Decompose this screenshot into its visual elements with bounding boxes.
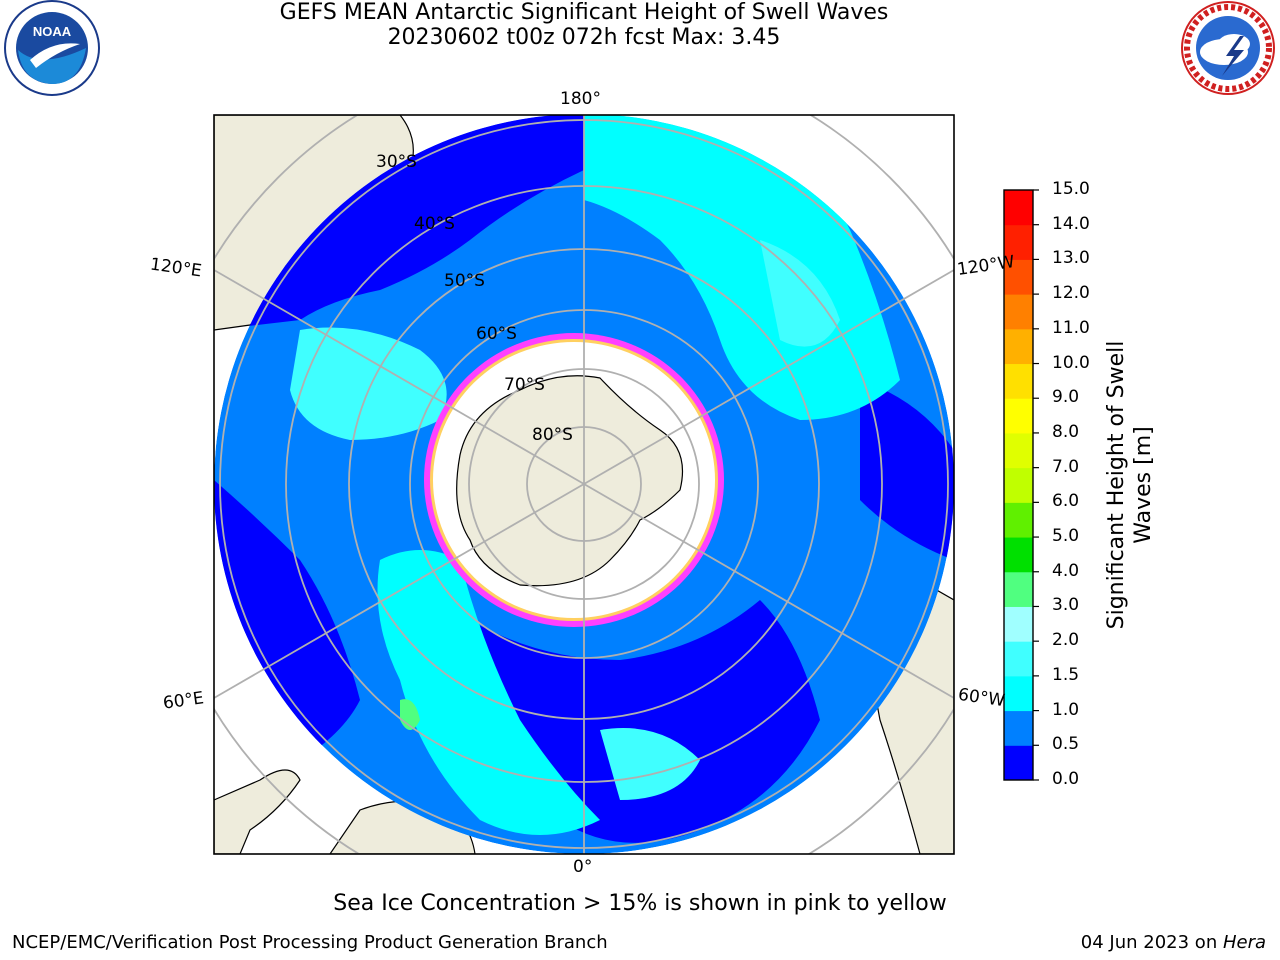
colorbar-segment: [1004, 571, 1033, 607]
colorbar-tick-label: 1.5: [1052, 664, 1080, 685]
colorbar-tick-label: 13.0: [1052, 248, 1090, 269]
colorbar-tick-label: 3.0: [1052, 595, 1080, 616]
colorbar-segment: [1004, 606, 1033, 642]
colorbar-segment: [1004, 398, 1033, 434]
colorbar-tick-label: 5.0: [1052, 526, 1080, 547]
land-antarctica: [456, 375, 684, 587]
colorbar-title: Significant Height of Swell Waves [m]: [1103, 341, 1157, 630]
colorbar-frame: [1003, 189, 1034, 781]
colorbar-tick-label: 11.0: [1052, 317, 1090, 338]
machine-name: Hera: [1222, 932, 1266, 953]
noaa-logo-text: NOAA: [33, 24, 72, 39]
map-frame: [213, 114, 955, 855]
colorbar-tick-label: 4.0: [1052, 560, 1080, 581]
credit-text: NCEP/EMC/Verification Post Processing Pr…: [12, 932, 608, 953]
colorbar-segment: [1004, 259, 1033, 295]
colorbar-segment: [1004, 328, 1033, 365]
colorbar-tick-label: 7.0: [1052, 456, 1080, 477]
colorbar-tick-label: 9.0: [1052, 387, 1080, 408]
lat-label-60s: 60°S: [476, 324, 517, 344]
colorbar-segment: [1004, 675, 1033, 712]
sea-ice-note: Sea Ice Concentration > 15% is shown in …: [333, 891, 947, 916]
colorbar-segment: [1004, 432, 1033, 469]
run-date: 04 Jun 2023 on Hera: [1081, 932, 1266, 953]
colorbar-tick-label: 1.0: [1052, 699, 1080, 720]
colorbar-segment: [1004, 190, 1033, 226]
lat-label-30s: 30°S: [376, 152, 417, 172]
colorbar-segment: [1004, 537, 1033, 573]
noaa-logo-icon: NOAA: [4, 0, 100, 96]
lat-label-70s: 70°S: [504, 375, 545, 395]
colorbar-tick-label: 15.0: [1052, 179, 1090, 199]
colorbar-segment: [1004, 224, 1033, 260]
lat-label-40s: 40°S: [414, 214, 455, 234]
nws-logo-icon: [1181, 1, 1275, 95]
colorbar-segment: [1004, 467, 1033, 503]
colorbar-segment: [1004, 641, 1033, 677]
colorbar-tick-label: 12.0: [1052, 283, 1090, 304]
run-date-text: 04 Jun 2023 on: [1080, 932, 1223, 953]
colorbar-segment: [1004, 710, 1033, 746]
chart-subtitle: 20230602 t00z 072h fcst Max: 3.45: [387, 25, 781, 50]
colorbar-tick-label: 14.0: [1052, 213, 1090, 234]
longitude-grid: [214, 115, 954, 854]
colorbar-tick-label: 8.0: [1052, 421, 1080, 442]
colorbar-segment: [1004, 294, 1033, 330]
lon-label-180: 180°: [560, 89, 601, 109]
colorbar: [1003, 189, 1039, 781]
colorbar-segment: [1004, 502, 1033, 538]
chart-title: GEFS MEAN Antarctic Significant Height o…: [279, 0, 889, 25]
colorbar-segment: [1004, 745, 1033, 781]
colorbar-tick-label: 6.0: [1052, 491, 1080, 512]
lon-label-0: 0°: [573, 857, 593, 877]
colorbar-tick-label: 10.0: [1052, 352, 1090, 373]
lat-label-80s: 80°S: [532, 425, 573, 445]
colorbar-title-line2: Waves [m]: [1131, 426, 1156, 544]
lat-label-50s: 50°S: [444, 271, 485, 291]
colorbar-segment: [1004, 363, 1033, 399]
colorbar-tick-label: 0.0: [1052, 769, 1080, 789]
colorbar-title-line1: Significant Height of Swell: [1104, 340, 1129, 630]
colorbar-tick-label: 0.5: [1052, 734, 1080, 755]
colorbar-tick-label: 2.0: [1052, 630, 1080, 651]
